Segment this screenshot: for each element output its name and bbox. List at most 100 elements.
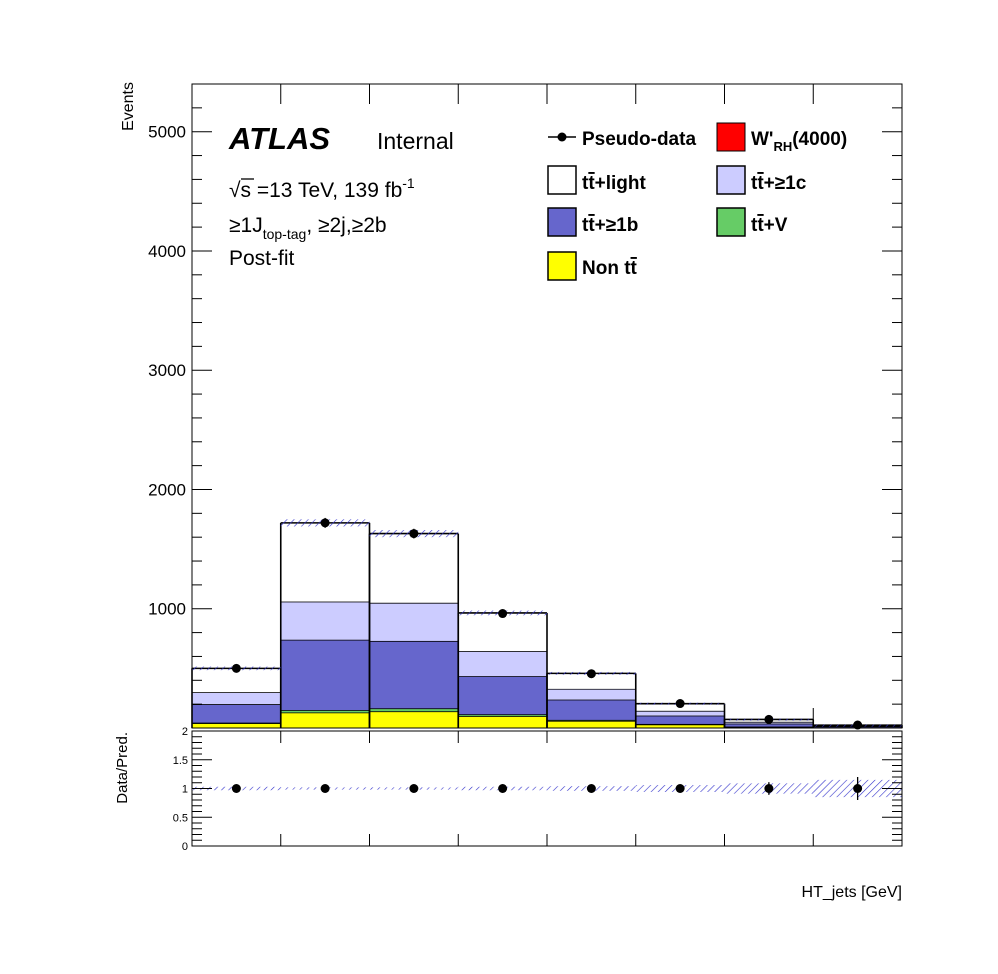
energy-lumi-label: √s =13 TeV, 139 fb-1 [229,175,415,202]
bar-ttc-bin-1 [192,692,281,705]
data-point-bin-3 [409,529,419,539]
bar-ttb-bin-3 [369,640,459,709]
data-point-bin-5 [586,669,596,679]
ratio-points [231,777,863,800]
bar-ttlight-bin-3 [369,533,459,603]
bar-ttc-bin-4 [458,651,547,677]
ratio-point-bin-7 [764,784,774,793]
ttv-t: t [751,215,758,236]
bar-ttc-bin-2 [280,601,370,640]
bar-ttb-bin-1 [192,704,281,723]
bar-ttlight-bin-2 [280,522,370,602]
ratio-y-tick-label: 2 [182,726,188,738]
nontt-pre: Non [582,258,624,279]
legend-label-ttlight: tt+light [582,173,647,194]
y-tick-label: 4000 [148,242,186,261]
wprime-main: W' [751,129,773,150]
data-point-bin-6 [675,699,685,709]
ttc-rest: +≥1c [764,173,807,194]
legend-entry-ttc: tt+≥1c [716,165,807,195]
bar-ttlight-bin-5 [547,673,636,689]
selection-pre: ≥1J [229,214,263,237]
legend-entry-wprime: W'RH(4000) [716,122,847,154]
data-point-bin-2 [320,518,330,528]
bar-nontt-bin-3 [369,711,459,728]
legend-swatch-ttb [547,207,577,237]
ttc-t: t [751,173,758,194]
legend-label-pseudo-data: Pseudo-data [582,129,696,150]
lumi-exponent: -1 [402,175,415,191]
ttc-tbar: t [757,173,764,194]
y-tick-label: 3000 [148,361,186,380]
data-point-bin-8 [853,720,863,730]
selection-post: , ≥2j,≥2b [306,214,386,237]
bar-ttb-bin-4 [458,676,547,715]
bar-nontt-bin-2 [280,712,370,728]
data-point-bin-4 [498,609,508,619]
selection-label: ≥1Jtop-tag, ≥2j,≥2b [229,214,387,242]
legend-entry-ttb: tt+≥1b [547,207,639,237]
legend-label-wprime: W'RH(4000) [751,129,847,154]
atlas-label: ATLAS Internal √s =13 TeV, 139 fb-1 ≥1Jt… [228,121,454,270]
fit-label: Post-fit [229,247,295,270]
legend-swatch-wprime [716,122,746,152]
bar-nontt-bin-1 [192,723,281,728]
pseudo-data-points [231,517,863,730]
nontt-tbar: t [631,258,638,279]
ratio-point-bin-2 [320,784,330,793]
ratio-point-bin-5 [586,784,596,793]
legend-swatch-ttlight [547,165,577,195]
bar-ttc-bin-3 [369,602,459,641]
legend-entry-ttlight: tt+light [547,165,647,195]
bar-nontt-bin-6 [635,724,725,728]
main-axes: 1000 2000 3000 4000 5000 [148,83,903,729]
ttv-tbar: t [757,215,764,236]
ttlight-rest: +light [595,173,647,194]
y-tick-label: 1000 [148,600,186,619]
legend-entry-pseudo-data: Pseudo-data [548,129,696,150]
ratio-y-tick-label: 1 [182,784,188,796]
legend-label-nontt: Non tt [582,258,638,279]
ratio-y-axis-title: Data/Pred. [114,732,131,804]
bar-nontt-bin-5 [547,720,636,728]
legend: Pseudo-data W'RH(4000) tt+light tt+≥1c t… [547,122,847,281]
bar-ttb-bin-6 [635,715,725,724]
ttb-rest: +≥1b [595,215,639,236]
bar-ttV-bin-2 [280,710,370,713]
ratio-point-bin-8 [853,784,863,793]
bar-ttlight-bin-4 [458,612,547,652]
ratio-y-tick-label: 1.5 [173,755,188,767]
sqrt-symbol: √ [229,179,241,202]
atlas-status: Internal [377,128,454,154]
y-tick-label: 2000 [148,480,186,499]
bar-nontt-bin-4 [458,716,547,728]
ratio-uncertainty-band [192,779,902,798]
legend-label-ttc: tt+≥1c [751,173,807,194]
ratio-point-bin-1 [231,784,241,793]
wprime-sub: RH [773,139,792,154]
legend-swatch-ttc [716,165,746,195]
atlas-brand: ATLAS [228,121,330,156]
legend-entry-ttv: tt+V [716,207,788,237]
ttb-t: t [582,215,589,236]
bar-ttc-bin-5 [547,688,636,700]
selection-sub: top-tag [263,226,307,242]
y-axis-title: Events [120,82,137,131]
energy-text: s =13 TeV, 139 fb [241,179,403,202]
data-point-bin-1 [231,663,241,673]
bar-ttV-bin-3 [369,708,459,712]
legend-label-ttv: tt+V [751,215,788,236]
ttv-rest: +V [764,215,788,236]
stacked-histogram [191,522,903,729]
legend-entry-nontt: Non tt [547,251,638,281]
ratio-point-bin-3 [409,784,419,793]
legend-swatch-ttv [716,207,746,237]
legend-marker-dot [557,132,567,142]
bar-ttb-bin-7 [724,723,814,727]
x-axis-title: HT_jets [GeV] [802,884,902,901]
bar-ttb-bin-5 [547,699,636,720]
data-point-bin-7 [764,714,774,724]
ratio-y-tick-label: 0.5 [173,812,188,824]
legend-swatch-nontt [547,251,577,281]
